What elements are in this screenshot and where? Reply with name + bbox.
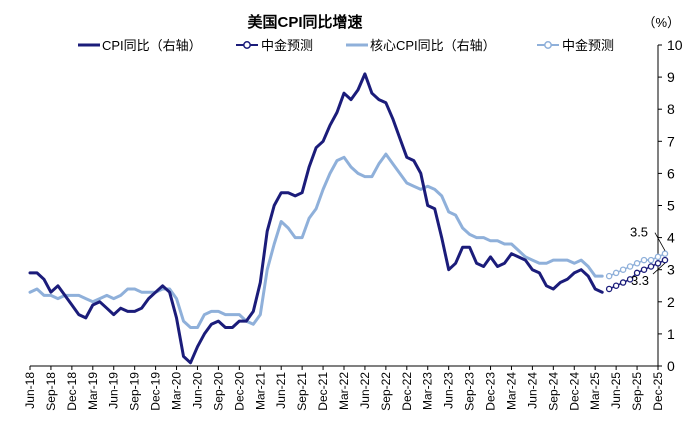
x-tick-label: Jun-23 [442, 372, 456, 409]
forecast-marker [647, 256, 655, 264]
forecast-marker [640, 266, 648, 273]
forecast-marker [619, 266, 627, 273]
x-tick-label: Sep-25 [630, 372, 644, 411]
x-tick-label: Jun-22 [358, 372, 372, 409]
forecast-marker [626, 276, 634, 283]
forecast-marker [633, 269, 641, 277]
y-tick-label: 3 [667, 262, 675, 278]
x-tick-label: Mar-19 [86, 372, 100, 410]
series-line-solid-dark [28, 72, 604, 365]
y-tick-label: 10 [667, 37, 683, 53]
y-tick-label: 7 [667, 133, 675, 149]
x-tick-label: Mar-24 [504, 372, 518, 410]
x-tick-label: Sep-20 [211, 372, 225, 411]
legend-label-core-forecast: 中金预测 [562, 38, 614, 53]
legend-marker-core-forecast [544, 41, 552, 49]
y-tick-label: 1 [667, 326, 675, 342]
x-tick-label: Mar-22 [337, 372, 351, 410]
forecast-marker [605, 285, 613, 293]
x-tick-label: Sep-18 [44, 372, 58, 411]
annotations: 3.5 3.3 [630, 225, 666, 288]
forecast-marker [605, 272, 613, 280]
x-tick-label: Dec-25 [651, 372, 665, 411]
x-tick-label: Jun-20 [190, 372, 204, 409]
x-tick-label: Jun-21 [274, 372, 288, 409]
x-tick-label: Sep-19 [128, 372, 142, 411]
x-tick-label: Dec-21 [316, 372, 330, 411]
y-tick-label: 9 [667, 69, 675, 85]
y-tick-label: 4 [667, 230, 675, 246]
x-tick-label: Sep-24 [546, 372, 560, 411]
x-tick-label: Jun-18 [23, 372, 37, 409]
legend-label-cpi: CPI同比（右轴） [102, 38, 202, 53]
x-tick-label: Dec-24 [567, 372, 581, 411]
chart-title: 美国CPI同比增速 [247, 13, 362, 31]
y-tick-label: 8 [667, 101, 675, 117]
x-tick-label: Jun-24 [525, 372, 539, 409]
x-tick-label: Mar-21 [253, 372, 267, 410]
forecast-marker [654, 253, 662, 261]
legend-label-cpi-forecast: 中金预测 [261, 38, 313, 53]
x-tick-label: Jun-25 [609, 372, 623, 409]
legend-marker-cpi-forecast [243, 41, 251, 49]
x-tick-label: Sep-22 [379, 372, 393, 411]
x-tick-label: Dec-23 [484, 372, 498, 411]
legend-label-core: 核心CPI同比（右轴） [370, 38, 496, 53]
forecast-marker [612, 282, 620, 289]
y-tick-label: 6 [667, 165, 675, 181]
forecast-marker [612, 269, 620, 277]
unit-label: （%） [642, 15, 680, 30]
annotation-cpi-forecast-end: 3.3 [631, 273, 649, 288]
forecast-marker [626, 263, 634, 270]
x-tick-label: Mar-20 [170, 372, 184, 410]
y-tick-label: 5 [667, 198, 675, 214]
y-tick-label: 0 [667, 358, 675, 374]
legend: CPI同比（右轴） 中金预测 核心CPI同比（右轴） 中金预测 [78, 38, 614, 53]
forecast-marker [647, 263, 655, 270]
annotation-leader-core [654, 232, 666, 251]
forecast-marker [661, 256, 669, 264]
y-tick-label: 2 [667, 294, 675, 310]
forecast-marker [619, 279, 627, 286]
x-tick-label: Dec-20 [232, 372, 246, 411]
series-line-solid-light [28, 152, 604, 329]
annotation-core-forecast-end: 3.5 [630, 225, 648, 240]
x-tick-label: Dec-19 [149, 372, 163, 411]
axes: 0 1 2 3 4 5 6 7 8 9 10 Jun-18 Sep-18 Dec-18 Mar-19 Jun-… [23, 37, 683, 411]
x-tick-label: Mar-23 [421, 372, 435, 410]
x-tick-label: Sep-21 [295, 372, 309, 411]
forecast-marker [654, 260, 662, 267]
forecast-marker [640, 256, 648, 264]
forecast-marker [633, 260, 641, 267]
x-tick-label: Mar-25 [588, 372, 602, 410]
x-tick-label: Dec-22 [400, 372, 414, 411]
x-tick-label: Jun-19 [107, 372, 121, 409]
x-tick-label: Sep-23 [463, 372, 477, 411]
plot-area [28, 72, 669, 365]
annotation-leader-cpi [652, 262, 666, 275]
forecast-marker [661, 250, 669, 257]
x-tick-label: Dec-18 [65, 372, 79, 411]
